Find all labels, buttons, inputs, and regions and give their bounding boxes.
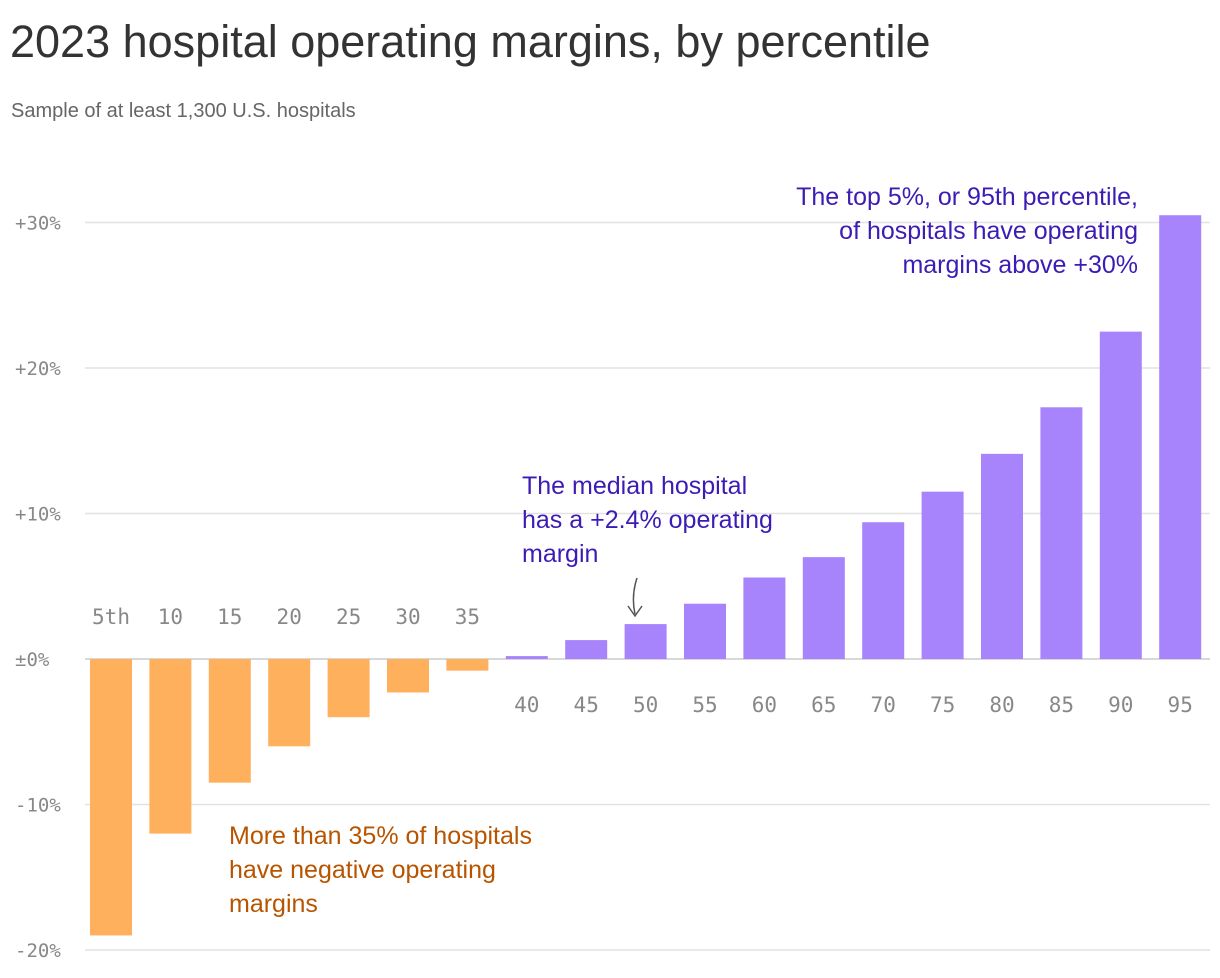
bar bbox=[1040, 407, 1083, 659]
y-tick-label: +30% bbox=[15, 213, 61, 235]
bar bbox=[743, 577, 786, 659]
bar bbox=[505, 656, 548, 659]
x-category-label: 90 bbox=[1108, 693, 1133, 717]
annotation-line: The median hospital bbox=[522, 472, 747, 500]
x-category-label: 70 bbox=[871, 693, 896, 717]
bar bbox=[981, 453, 1023, 659]
bar bbox=[862, 522, 905, 659]
annotation-line: margins bbox=[229, 890, 318, 918]
bar bbox=[802, 557, 845, 659]
annotation-line: of hospitals have operating bbox=[839, 217, 1138, 245]
x-category-label: 80 bbox=[989, 693, 1014, 717]
annotation-line: has a +2.4% operating bbox=[522, 506, 773, 534]
x-category-label: 95 bbox=[1168, 693, 1193, 717]
bar bbox=[624, 624, 667, 659]
bar bbox=[327, 659, 370, 718]
bar bbox=[208, 659, 251, 783]
bar bbox=[149, 659, 192, 834]
annotation-line: margin bbox=[522, 540, 598, 568]
y-tick-label: -10% bbox=[15, 795, 61, 817]
annotation-line: The top 5%, or 95th percentile, bbox=[796, 183, 1138, 211]
bar bbox=[565, 640, 608, 659]
x-category-label: 75 bbox=[930, 693, 955, 717]
x-category-label: 55 bbox=[692, 693, 717, 717]
x-category-label: 85 bbox=[1049, 693, 1074, 717]
bar bbox=[921, 491, 964, 659]
x-category-label: 5th bbox=[92, 605, 130, 629]
annotation-arrow bbox=[627, 577, 643, 618]
annotation-line: margins above +30% bbox=[902, 251, 1138, 279]
x-category-label: 45 bbox=[574, 693, 599, 717]
annotation: The median hospital has a +2.4% operating… bbox=[522, 472, 773, 568]
x-category-label: 10 bbox=[158, 605, 183, 629]
bar bbox=[268, 659, 311, 747]
bar bbox=[1099, 331, 1142, 659]
chart-title: 2023 hospital operating margins, by perc… bbox=[10, 16, 931, 67]
annotation-line: More than 35% of hospitals bbox=[229, 822, 532, 850]
x-category-label: 20 bbox=[277, 605, 302, 629]
x-category-label: 50 bbox=[633, 693, 658, 717]
annotation: More than 35% of hospitals have negative … bbox=[229, 822, 532, 918]
y-tick-label: -20% bbox=[15, 940, 61, 962]
x-category-label: 25 bbox=[336, 605, 361, 629]
annotation: The top 5%, or 95th percentile, of hospit… bbox=[796, 183, 1138, 279]
bar bbox=[1159, 215, 1202, 659]
annotation-line: have negative operating bbox=[229, 856, 496, 884]
bar bbox=[387, 659, 429, 693]
bar bbox=[446, 659, 489, 671]
bar bbox=[90, 659, 132, 936]
x-category-label: 65 bbox=[811, 693, 836, 717]
y-tick-label: +10% bbox=[15, 504, 61, 526]
x-category-label: 60 bbox=[752, 693, 777, 717]
bar bbox=[684, 603, 726, 659]
chart-subtitle: Sample of at least 1,300 U.S. hospitals bbox=[11, 100, 356, 122]
x-category-label: 35 bbox=[455, 605, 480, 629]
y-tick-label: ±0% bbox=[15, 649, 50, 671]
x-category-label: 15 bbox=[217, 605, 242, 629]
x-category-label: 40 bbox=[514, 693, 539, 717]
y-tick-label: +20% bbox=[15, 358, 61, 380]
x-category-label: 30 bbox=[395, 605, 420, 629]
